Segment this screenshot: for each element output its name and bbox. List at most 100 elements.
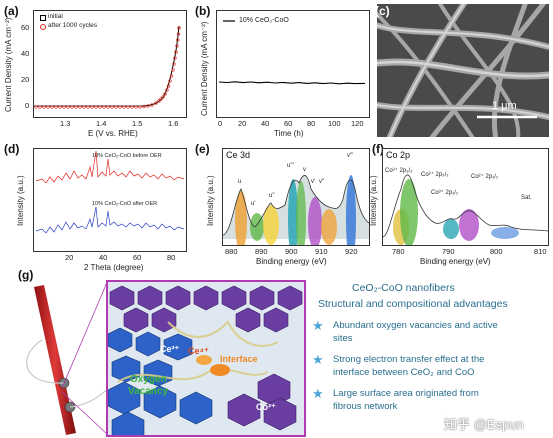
panel-a-xlabel: E (V vs. RHE) <box>88 129 138 138</box>
summary-heading: CeO₂-CoO nanofibers <box>352 282 455 294</box>
panel-b-chart <box>218 20 366 85</box>
b-xtick: 60 <box>284 119 293 128</box>
a-xtick: 1.3 <box>60 119 71 128</box>
star-icon: ★ <box>312 386 324 401</box>
peak-label-u3: u''' <box>287 163 294 169</box>
panel-b-xlabel: Time (h) <box>274 129 304 138</box>
a-ytick: 60 <box>21 23 30 32</box>
legend-after-marker <box>40 24 46 30</box>
d-xtick: 40 <box>99 253 108 262</box>
peak-label-v2: v'' <box>319 179 325 185</box>
peak-label-co2-12: Co²⁺ 2p₁/₂ <box>471 174 499 180</box>
peak-co2-32 <box>400 179 418 247</box>
label-vacancy: Vacancy <box>128 386 169 397</box>
peak-v3 <box>346 175 356 263</box>
panel-f-xlabel: Binding energy (eV) <box>420 257 491 266</box>
xrd-after <box>35 206 185 234</box>
f-xtick: 780 <box>392 247 405 256</box>
b-xtick: 120 <box>351 119 364 128</box>
d-xtick: 20 <box>65 253 74 262</box>
label-co2: Co²⁺ <box>256 402 276 412</box>
chrono-curve <box>218 81 366 85</box>
panel-b-ylabel: Current Density (mA cm⁻²) <box>200 21 209 116</box>
after-cycles-markers <box>34 26 181 109</box>
a-ytick: 20 <box>21 75 30 84</box>
panel-f-chart <box>382 174 549 247</box>
panel-d-plot: 10% CeO₂-CoO before OER 10% CeO₂-CoO aft… <box>33 148 187 252</box>
peak-label-v3: v''' <box>347 153 354 159</box>
panel-f-plot: Co 2p Co³⁺ 2p₃/₂ Co²⁺ 2p₃/₂ Co³⁺ 2p₁/₂ C… <box>382 148 549 247</box>
d-xtick: 80 <box>167 253 176 262</box>
peak-label-co3-12: Co³⁺ 2p₁/₂ <box>431 190 459 196</box>
e-xtick: 880 <box>225 247 238 256</box>
panel-e-plot: Ce 3d u u' u'' u''' v v' v'' v''' <box>222 148 370 263</box>
b-xtick: 80 <box>307 119 316 128</box>
panel-d-label: (d) <box>4 142 20 156</box>
a-xtick: 1.6 <box>168 119 179 128</box>
schematic-lattice <box>108 282 304 435</box>
label-ce4: Ce⁴⁺ <box>188 346 209 356</box>
panel-a-ylabel: Current Density (mA cm⁻²) <box>4 17 13 112</box>
legend-after-cycles: after 1000 cycles <box>48 22 98 29</box>
peak-u3 <box>288 179 298 259</box>
peak-u <box>235 191 247 251</box>
panel-e-xlabel: Binding energy (eV) <box>256 257 327 266</box>
sem-fibers <box>377 4 549 137</box>
point-3-line-2: fibrous network <box>333 401 398 412</box>
xrd-before <box>35 150 185 184</box>
peak-co2-12 <box>459 209 479 241</box>
a-xtick: 1.5 <box>132 119 143 128</box>
peak-label-co3-32: Co³⁺ 2p₃/₂ <box>385 168 413 174</box>
peak-label-sat: Sat. <box>521 195 532 201</box>
scalebar-label: 1 μm <box>492 100 517 112</box>
point-3-line-1: Large surface area originated from <box>333 388 479 399</box>
summary-subheading: Structural and compositional advantages <box>318 298 508 310</box>
peak-co3-12 <box>443 219 459 239</box>
legend-after-oer: 10% CeO₂-CoO after OER <box>92 201 158 207</box>
interface-blob <box>210 364 230 376</box>
panel-e-chart <box>222 175 370 263</box>
e-xtick: 890 <box>255 247 268 256</box>
panel-a-plot: initial after 1000 cycles <box>33 10 187 118</box>
peak-v <box>296 181 306 257</box>
watermark: 知乎 @Espun <box>444 417 524 432</box>
b-xtick: 0 <box>218 119 223 128</box>
peak-label-u2: u'' <box>269 193 275 199</box>
f-xtick: 810 <box>534 247 547 256</box>
panel-e-ylabel: Intensity (a.u.) <box>206 175 215 226</box>
point-2-line-1: Strong electron transfer effect at the <box>333 354 485 365</box>
label-oxygen: Oxygen <box>130 374 167 385</box>
d-xtick: 60 <box>133 253 142 262</box>
panel-b-label: (b) <box>195 4 211 18</box>
initial-curve <box>34 25 180 107</box>
f-xtick: 790 <box>442 247 455 256</box>
e-xtick: 920 <box>345 247 358 256</box>
peak-sat <box>491 227 519 239</box>
panel-a-label: (a) <box>4 4 19 18</box>
peak-label-v: v <box>303 167 306 173</box>
a-ytick: 0 <box>25 101 30 110</box>
panel-e-title: Ce 3d <box>226 150 251 160</box>
peak-label-u1: u' <box>251 201 256 207</box>
e-xtick: 900 <box>285 247 298 256</box>
e-xtick: 910 <box>315 247 328 256</box>
legend-b: 10% CeO₂-CoO <box>239 17 289 24</box>
star-icon: ★ <box>312 318 324 333</box>
peak-v2 <box>321 209 337 245</box>
point-1-line-1: Abundant oxygen vacancies and active <box>333 320 498 331</box>
panel-f-ylabel: Intensity (a.u.) <box>369 175 378 226</box>
a-ytick: 40 <box>21 49 30 58</box>
panel-g-label: (g) <box>18 268 34 282</box>
panel-f-title: Co 2p <box>386 150 411 160</box>
panel-b-plot: 10% CeO₂-CoO <box>216 10 370 118</box>
panel-d-xlabel: 2 Theta (degree) <box>84 263 144 272</box>
label-ce3: Ce³⁺ <box>160 344 180 354</box>
f-xtick: 800 <box>490 247 503 256</box>
legend-initial: initial <box>48 13 63 20</box>
b-xtick: 100 <box>328 119 341 128</box>
peak-label-co2-32: Co²⁺ 2p₃/₂ <box>421 172 449 178</box>
point-1-line-2: sites <box>333 333 353 344</box>
star-icon: ★ <box>312 352 324 367</box>
label-interface: Interface <box>220 354 258 364</box>
sem-image: (c) 1 μm <box>377 4 549 137</box>
